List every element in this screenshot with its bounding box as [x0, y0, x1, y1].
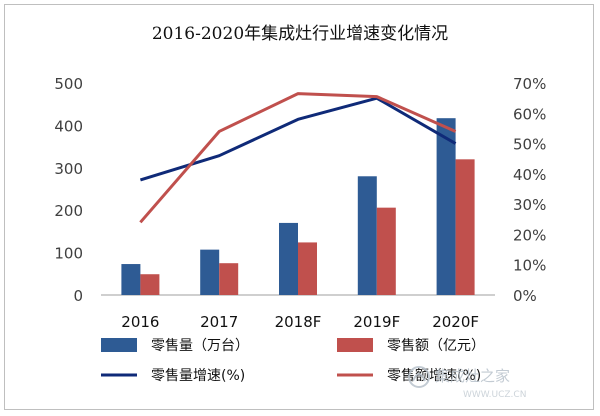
category-label-1: 2017 — [200, 313, 238, 331]
legend-label-2: 零售量增速(%) — [151, 368, 245, 384]
bar-s1-1 — [219, 263, 239, 295]
bar-s0-3 — [357, 176, 377, 295]
bar-s1-2 — [298, 242, 317, 295]
bar-s0-0 — [121, 264, 141, 295]
y-right-tick-0: 0% — [513, 287, 537, 305]
category-label-2: 2018F — [275, 313, 322, 331]
watermark-sub: WWW.UCZ.CN — [463, 390, 526, 400]
y-right-tick-4: 40% — [513, 166, 546, 184]
legend-swatch-0 — [101, 338, 137, 352]
y-left-tick-4: 400 — [54, 117, 83, 135]
chart-frame: 2016-2020年集成灶行业增速变化情况 0 100 200 300 400 500 0%… — [4, 4, 594, 410]
chart-title: 2016-2020年集成灶行业增速变化情况 — [152, 24, 448, 44]
y-right-tick-7: 70% — [513, 75, 546, 93]
y-right-tick-3: 30% — [513, 196, 546, 214]
watermark-logo-icon — [408, 366, 430, 388]
bar-s0-4 — [436, 118, 456, 295]
legend: 零售量（万台） 零售额（亿元）零售量增速(%) 零售额增速(%) — [101, 338, 485, 384]
bar-s1-4 — [455, 159, 475, 295]
y-right-tick-6: 60% — [513, 105, 546, 123]
y-left-tick-1: 100 — [54, 245, 83, 263]
watermark: 集成灶之家 WWW.UCZ.CN — [408, 366, 526, 400]
y-left-tick-5: 500 — [54, 75, 83, 93]
bar-s1-3 — [376, 207, 396, 295]
bar-s1-0 — [140, 274, 160, 295]
legend-swatch-1 — [337, 338, 373, 352]
bar-s0-2 — [279, 222, 298, 295]
bars — [121, 118, 475, 295]
legend-label-1: 零售额（亿元） — [387, 338, 485, 354]
bar-s0-1 — [200, 249, 220, 295]
chart-svg: 2016-2020年集成灶行业增速变化情况 0 100 200 300 400 500 0%… — [54, 24, 546, 400]
y-left-tick-2: 200 — [54, 202, 83, 220]
category-labels: 2016 2017 2018F 2019F 2020F — [121, 313, 479, 331]
category-label-0: 2016 — [121, 313, 159, 331]
y-right-tick-2: 20% — [513, 226, 546, 244]
line-series-1 — [139, 92, 457, 224]
lines — [139, 92, 457, 224]
legend-label-0: 零售量（万台） — [151, 338, 249, 354]
y-right-tick-5: 50% — [513, 136, 546, 154]
axes: 0 100 200 300 400 500 0% 10% 20% 30% 40% 50% 60% 70% — [54, 75, 546, 305]
category-label-4: 2020F — [432, 313, 479, 331]
category-label-3: 2019F — [353, 313, 400, 331]
y-left-tick-3: 300 — [54, 160, 83, 178]
y-right-tick-1: 10% — [513, 257, 546, 275]
watermark-text: 集成灶之家 — [435, 367, 510, 385]
y-left-tick-0: 0 — [73, 287, 83, 305]
